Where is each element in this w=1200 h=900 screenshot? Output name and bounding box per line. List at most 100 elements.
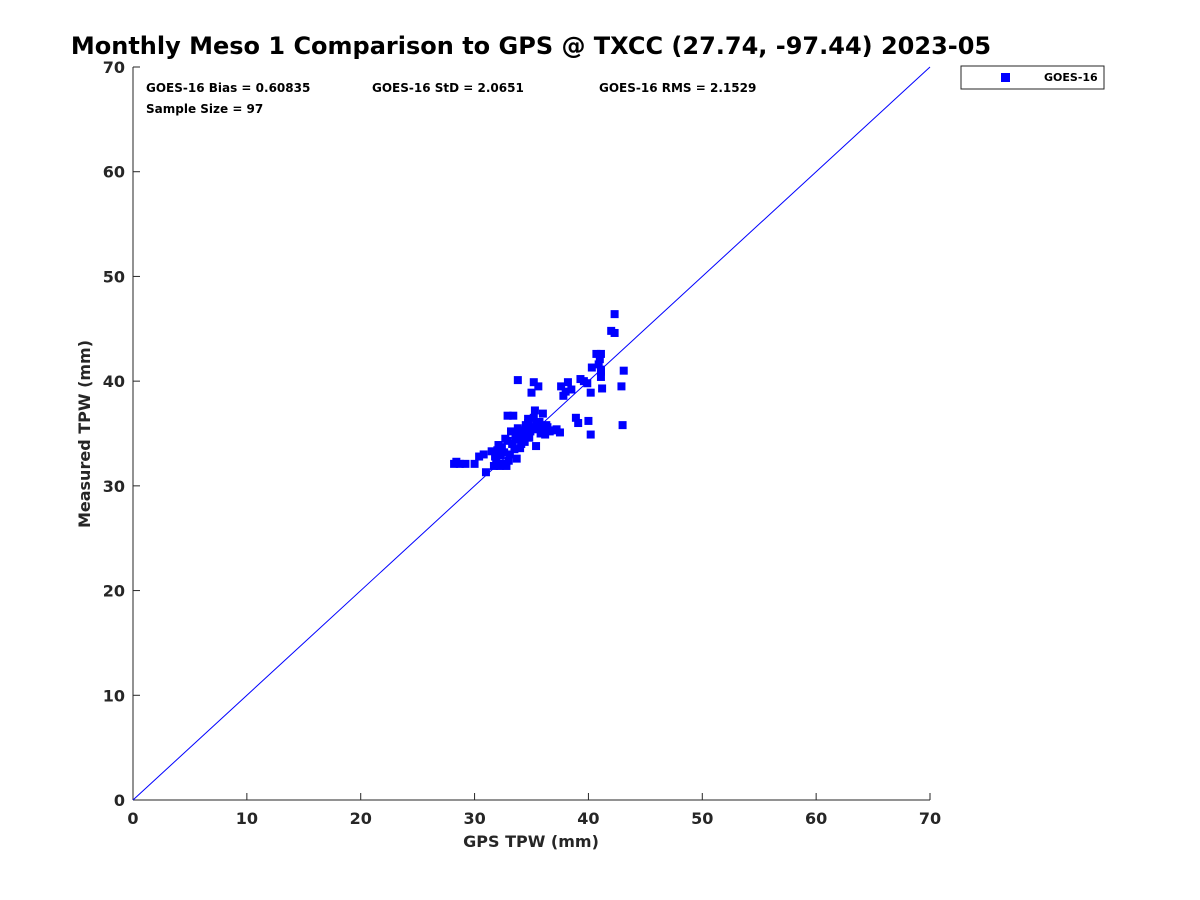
data-point [487, 447, 496, 456]
data-point [491, 452, 500, 461]
data-point [513, 424, 522, 433]
data-point [479, 450, 488, 459]
data-point [610, 310, 619, 319]
stat-std: GOES-16 StD = 2.0651 [372, 81, 524, 95]
data-point [561, 387, 570, 396]
data-point [513, 376, 522, 385]
data-point [617, 382, 626, 391]
x-tick-label: 50 [691, 809, 713, 828]
data-point [524, 419, 533, 428]
x-tick-label: 60 [805, 809, 827, 828]
data-point [489, 461, 498, 470]
data-point [526, 424, 535, 433]
stat-sample-size: Sample Size = 97 [146, 102, 263, 116]
data-point [511, 430, 520, 439]
data-point [525, 433, 534, 442]
data-point [567, 385, 576, 394]
data-point [497, 443, 506, 452]
data-point [584, 416, 593, 425]
data-point [518, 433, 527, 442]
data-points [450, 310, 628, 477]
x-tick-label: 70 [919, 809, 941, 828]
stat-bias: GOES-16 Bias = 0.60835 [146, 81, 310, 95]
y-ticks: 0 10 20 30 40 50 60 70 [103, 58, 140, 810]
data-point [533, 425, 542, 434]
data-point [481, 468, 490, 477]
y-tick-label: 50 [103, 267, 125, 286]
data-point [470, 459, 479, 468]
data-point [520, 437, 529, 446]
data-point [537, 422, 546, 431]
plot-axes [132, 67, 930, 801]
data-point [503, 411, 512, 420]
data-point [596, 372, 605, 381]
data-point [596, 365, 605, 374]
data-point [530, 406, 539, 415]
x-tick-label: 40 [577, 809, 599, 828]
data-point [534, 382, 543, 391]
data-point [592, 349, 601, 358]
data-point [538, 409, 547, 418]
legend-marker-goes16 [1001, 73, 1010, 82]
data-point [516, 444, 525, 453]
x-tick-label: 20 [350, 809, 372, 828]
data-point [619, 366, 628, 375]
x-ticks: 0 10 20 30 40 50 60 70 [127, 793, 941, 828]
x-tick-label: 10 [236, 809, 258, 828]
y-tick-label: 0 [114, 791, 125, 810]
data-point [529, 378, 538, 387]
data-point [524, 414, 533, 423]
data-point [502, 461, 511, 470]
data-point [563, 378, 572, 387]
data-point [596, 349, 605, 358]
data-point [587, 363, 596, 372]
data-point [508, 439, 517, 448]
y-tick-label: 70 [103, 58, 125, 77]
y-tick-label: 60 [103, 163, 125, 182]
legend-label-goes16: GOES-16 [1044, 71, 1098, 84]
data-point [518, 429, 527, 438]
data-point [532, 420, 541, 429]
data-point [512, 454, 521, 463]
data-point [504, 456, 513, 465]
data-point [542, 421, 551, 430]
legend-box [960, 65, 1105, 90]
data-point [527, 388, 536, 397]
y-tick-label: 30 [103, 477, 125, 496]
data-point [493, 446, 502, 455]
data-point [559, 391, 568, 400]
x-tick-label: 30 [463, 809, 485, 828]
data-point [571, 413, 580, 422]
data-point [503, 436, 512, 445]
data-point [510, 445, 519, 454]
x-axis-label: GPS TPW (mm) [463, 832, 599, 851]
data-point [574, 419, 583, 428]
data-point [455, 459, 464, 468]
data-point [595, 355, 604, 364]
data-point [505, 450, 514, 459]
y-tick-label: 40 [103, 372, 125, 391]
y-tick-label: 20 [103, 582, 125, 601]
data-point [507, 427, 516, 436]
data-point [461, 459, 470, 468]
data-point [594, 360, 603, 369]
data-point [475, 452, 484, 461]
stat-rms: GOES-16 RMS = 2.1529 [599, 81, 756, 95]
data-point [557, 382, 566, 391]
y-axis-label: Measured TPW (mm) [75, 340, 94, 528]
y-tick-label: 10 [103, 686, 125, 705]
data-point [532, 442, 541, 451]
data-point [529, 413, 538, 422]
x-tick-label: 0 [127, 809, 138, 828]
chart-title: Monthly Meso 1 Comparison to GPS @ TXCC … [71, 32, 991, 60]
data-point [598, 384, 607, 393]
data-point [541, 430, 550, 439]
data-point [555, 428, 564, 437]
data-point [500, 448, 509, 457]
data-point [586, 430, 595, 439]
data-point [618, 421, 627, 430]
data-point [610, 328, 619, 337]
data-point [511, 435, 520, 444]
data-point [509, 411, 518, 420]
